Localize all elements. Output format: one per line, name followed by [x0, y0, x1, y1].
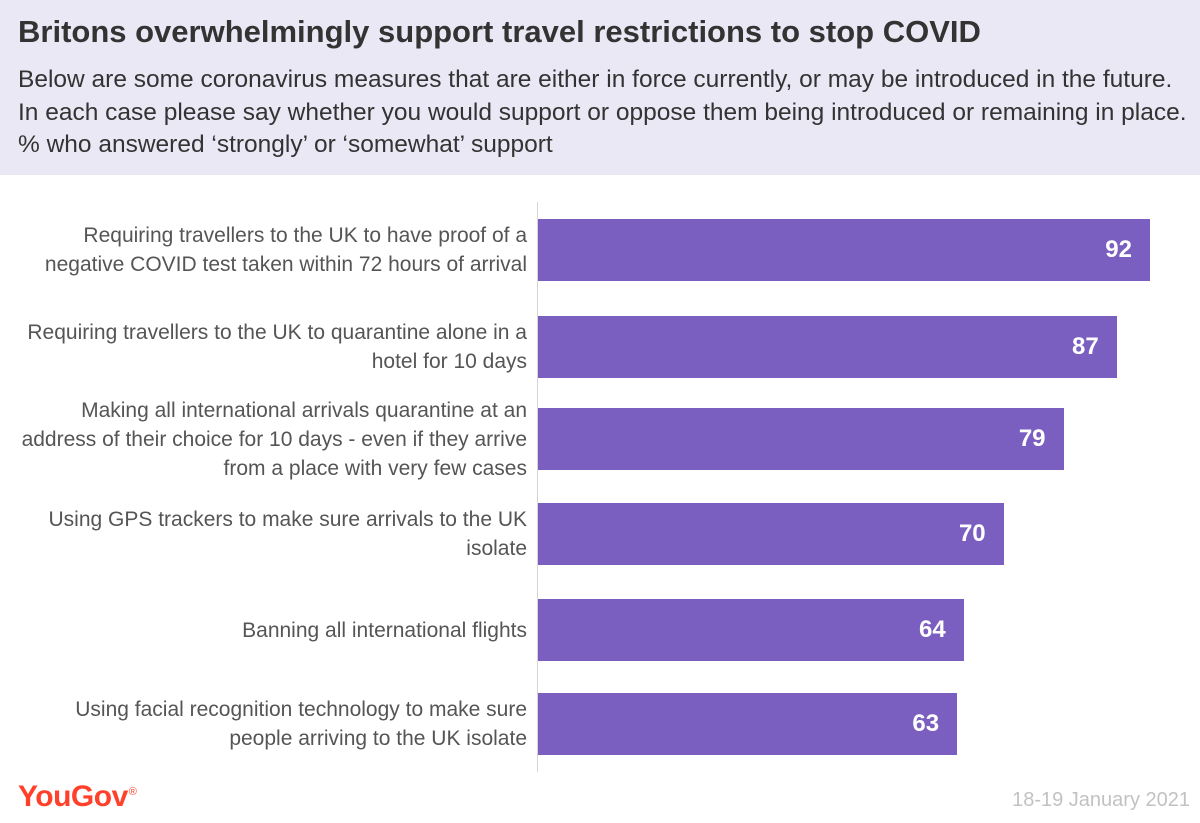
registered-mark: ® — [128, 786, 137, 798]
bar-row: Banning all international flights 64 — [0, 599, 1200, 661]
bar: 79 — [538, 408, 1064, 470]
bar: 70 — [538, 503, 1004, 565]
bar: 92 — [538, 219, 1150, 281]
bar-value-label: 64 — [919, 616, 946, 643]
bar: 63 — [538, 693, 958, 755]
bar: 64 — [538, 599, 964, 661]
bar-value-label: 92 — [1105, 236, 1132, 263]
bar-value-label: 79 — [1018, 425, 1046, 452]
chart-subtitle: Below are some coronavirus measures that… — [18, 66, 1187, 158]
header-banner: Britons overwhelmingly support travel re… — [0, 0, 1200, 175]
bar-value-label: 63 — [912, 710, 940, 737]
bar-value-label: 70 — [958, 520, 986, 547]
category-axis-line — [537, 202, 538, 772]
bar-row: Requiring travellers to the UK to have p… — [0, 219, 1200, 281]
chart-title: Britons overwhelmingly support travel re… — [18, 14, 981, 49]
logo-text: YouGov — [18, 780, 128, 813]
survey-date: 18-19 January 2021 — [1012, 789, 1190, 811]
category-label: Making all international arrivals quaran… — [21, 398, 527, 480]
category-label: Banning all international flights — [242, 618, 527, 642]
category-label: Using facial recognition technology to m… — [75, 698, 527, 750]
bar-row: Using facial recognition technology to m… — [0, 693, 1200, 755]
bar-chart: Requiring travellers to the UK to have p… — [0, 175, 1200, 785]
bar: 87 — [538, 316, 1117, 378]
bar-row: Making all international arrivals quaran… — [0, 399, 1200, 480]
category-label: Requiring travellers to the UK to quaran… — [27, 321, 527, 373]
yougov-logo: YouGov® — [18, 780, 137, 814]
bar-row: Using GPS trackers to make sure arrivals… — [0, 503, 1200, 565]
category-label: Using GPS trackers to make sure arrivals… — [48, 508, 528, 560]
category-label: Requiring travellers to the UK to have p… — [44, 224, 527, 276]
bar-value-label: 87 — [1072, 333, 1099, 360]
bar-row: Requiring travellers to the UK to quaran… — [0, 316, 1200, 378]
